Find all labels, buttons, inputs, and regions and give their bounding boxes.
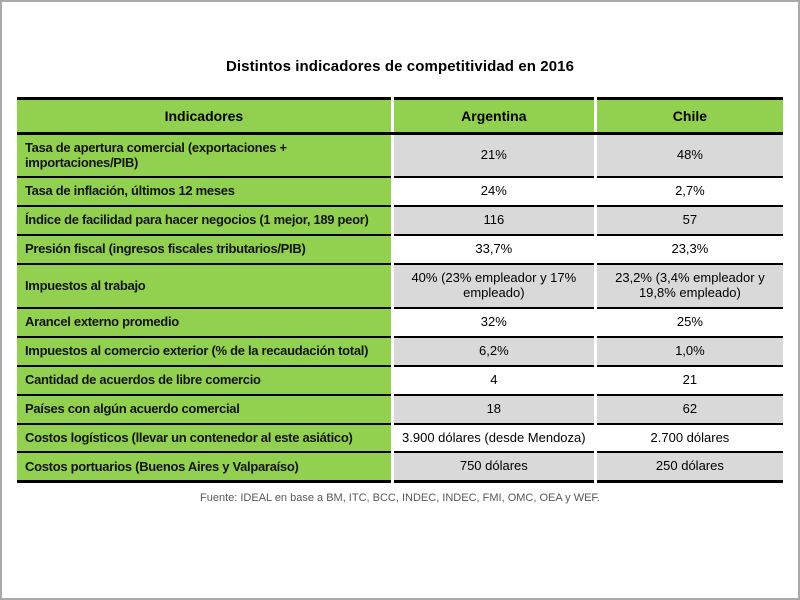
indicator-cell: Costos portuarios (Buenos Aires y Valpar… [17, 451, 393, 482]
chile-value-cell: 250 dólares [593, 451, 783, 482]
header-row: Indicadores Argentina Chile [17, 98, 783, 135]
argentina-value-cell: 33,7% [390, 233, 596, 264]
table-row: Países con algún acuerdo comercial 18 62 [17, 393, 783, 424]
chile-value-cell: 2.700 dólares [593, 422, 783, 453]
table-row: Cantidad de acuerdos de libre comercio 4… [17, 364, 783, 395]
argentina-value-cell: 116 [390, 205, 596, 235]
indicator-cell: Tasa de inflación, últimos 12 meses [17, 176, 393, 207]
column-header-argentina: Argentina [390, 98, 596, 135]
table-row: Impuestos al trabajo 40% (23% empleador … [17, 262, 783, 308]
indicator-cell: Países con algún acuerdo comercial [17, 393, 393, 424]
argentina-value-cell: 6,2% [390, 335, 596, 366]
table-row: Tasa de inflación, últimos 12 meses 24% … [17, 176, 783, 207]
indicator-cell: Presión fiscal (ingresos fiscales tribut… [17, 233, 393, 264]
indicator-cell: Tasa de apertura comercial (exportacione… [17, 133, 393, 178]
argentina-value-cell: 32% [390, 306, 596, 337]
chile-value-cell: 48% [593, 133, 783, 178]
indicators-table: Indicadores Argentina Chile Tasa de aper… [17, 97, 783, 484]
table-row: Costos portuarios (Buenos Aires y Valpar… [17, 451, 783, 482]
chile-value-cell: 57 [593, 205, 783, 235]
chile-value-cell: 21 [593, 364, 783, 395]
argentina-value-cell: 750 dólares [390, 451, 596, 482]
argentina-value-cell: 21% [390, 133, 596, 178]
indicator-cell: Arancel externo promedio [17, 306, 393, 337]
argentina-value-cell: 24% [390, 176, 596, 207]
chile-value-cell: 62 [593, 393, 783, 424]
chile-value-cell: 25% [593, 306, 783, 337]
indicator-cell: Cantidad de acuerdos de libre comercio [17, 364, 393, 395]
source-note: Fuente: IDEAL en base a BM, ITC, BCC, IN… [200, 492, 600, 505]
chile-value-cell: 1,0% [593, 335, 783, 366]
argentina-value-cell: 40% (23% empleador y 17% empleado) [390, 262, 596, 308]
table-row: Arancel externo promedio 32% 25% [17, 306, 783, 337]
argentina-value-cell: 4 [390, 364, 596, 395]
indicator-cell: Índice de facilidad para hacer negocios … [17, 205, 393, 235]
table-row: Tasa de apertura comercial (exportacione… [17, 133, 783, 178]
column-header-chile: Chile [593, 98, 783, 135]
table-row: Índice de facilidad para hacer negocios … [17, 205, 783, 235]
column-header-indicadores: Indicadores [17, 98, 393, 135]
table-row: Presión fiscal (ingresos fiscales tribut… [17, 233, 783, 264]
chile-value-cell: 23,2% (3,4% empleador y 19,8% empleado) [593, 262, 783, 308]
argentina-value-cell: 3.900 dólares (desde Mendoza) [390, 422, 596, 453]
chile-value-cell: 2,7% [593, 176, 783, 207]
indicator-cell: Impuestos al comercio exterior (% de la … [17, 335, 393, 366]
table-row: Costos logísticos (llevar un contenedor … [17, 422, 783, 453]
chile-value-cell: 23,3% [593, 233, 783, 264]
indicator-cell: Costos logísticos (llevar un contenedor … [17, 422, 393, 453]
argentina-value-cell: 18 [390, 393, 596, 424]
indicator-cell: Impuestos al trabajo [17, 262, 393, 308]
table-row: Impuestos al comercio exterior (% de la … [17, 335, 783, 366]
page-title: Distintos indicadores de competitividad … [225, 58, 575, 75]
